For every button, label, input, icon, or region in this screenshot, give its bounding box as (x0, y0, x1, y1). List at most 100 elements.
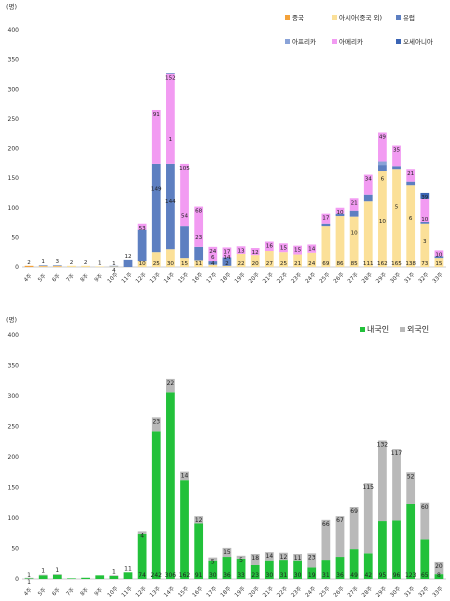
c1-data-label-16주-2: 11 (195, 261, 203, 267)
c1-bar-asia-10주 (109, 266, 119, 267)
c2-data-label-25주-0: 66 (322, 521, 330, 528)
c1-bar-europe-28주 (363, 194, 373, 202)
chart1-unit-label: (명) (6, 2, 17, 11)
c1-data-label-32주-2: 3 (423, 239, 427, 245)
c1-legend-item-africa: 아프리카 (285, 37, 316, 46)
c1-ytick-50: 50 (11, 234, 19, 241)
c1-bar-america-22주 (279, 243, 288, 253)
c1-data-label-13주-0: 91 (153, 112, 161, 118)
c2-bar-foreign-31주 (406, 472, 416, 504)
c1-bar-asia-31주 (406, 185, 416, 267)
c1-bar-america-23주 (293, 245, 302, 255)
c2-data-label-4주-0: 1 (27, 579, 31, 586)
c1-data-label-29주-1: 6 (381, 177, 385, 183)
c1-data-label-29주-0: 49 (379, 135, 387, 141)
c1-data-label-18주-1: 14 (223, 255, 231, 261)
c2-data-label-5주-0: 1 (41, 568, 45, 575)
c1-bar-america-15주 (180, 163, 189, 227)
c1-legend-label-europe: 유럽 (403, 13, 415, 22)
c1-legend-item-oceania: 오세아니아 (396, 37, 433, 46)
c2-legend-swatch-domestic (360, 327, 365, 332)
c1-ytick-200: 200 (8, 146, 20, 153)
c1-data-label-12주-0: 53 (139, 226, 147, 232)
c2-bar-foreign-29주 (378, 440, 387, 522)
c1-bar-europe-27주 (349, 210, 359, 217)
c1-data-label-31주-0: 21 (407, 171, 415, 177)
c2-data-label-14주-1: 306 (165, 572, 177, 579)
c2-data-label-18주-1: 36 (223, 572, 231, 579)
c2-bar-foreign-27주 (349, 507, 359, 550)
c1-bar-america-29주 (378, 132, 387, 162)
c1-xtick-4주: 4주 (22, 272, 33, 283)
c2-bar-domestic-10주 (109, 575, 119, 579)
c2-data-label-27주-0: 69 (350, 508, 358, 515)
c2-bar-foreign-16주 (194, 516, 204, 524)
c2-bar-foreign-13주 (151, 417, 161, 432)
c1-data-label-14주-2: 144 (165, 199, 176, 205)
c1-bar-europe-32주 (420, 221, 430, 224)
c1-data-label-17주-0: 24 (209, 249, 217, 255)
c2-data-label-24주-0: 23 (308, 554, 316, 561)
c2-data-label-22주-0: 12 (280, 554, 288, 561)
c2-data-label-17주-1: 30 (209, 572, 217, 579)
c2-bar-foreign-4주 (24, 577, 34, 579)
c2-bar-foreign-28주 (363, 483, 373, 554)
c2-bar-domestic-32주 (420, 539, 430, 579)
c2-data-label-16주-0: 12 (195, 517, 203, 524)
c1-bar-america-17주 (208, 246, 218, 262)
c1-data-label-29주-3: 162 (377, 261, 388, 267)
c1-bar-america-20주 (250, 248, 260, 256)
c1-ytick-400: 400 (8, 27, 20, 34)
c2-bar-foreign-14주 (166, 378, 175, 393)
c2-data-label-26주-1: 36 (336, 572, 344, 579)
c2-bar-domestic-11주 (123, 572, 133, 579)
chart2-y-axis: 0 50 100 150 200 250 300 350 400 (8, 332, 446, 583)
c2-data-label-25주-1: 31 (322, 572, 330, 579)
c1-data-label-20주-1: 20 (252, 261, 260, 267)
c1-legend-swatch-oceania (396, 39, 401, 44)
c1-bar-asia-20주 (250, 255, 260, 267)
c2-data-label-21주-0: 14 (266, 553, 274, 560)
c2-data-label-11주-0: 11 (124, 565, 132, 572)
c1-bar-europe-13주 (151, 163, 161, 253)
c1-legend-label-oceania: 오세아니아 (403, 37, 433, 46)
c1-bar-asia-30주 (392, 169, 401, 267)
c1-legend-swatch-america (332, 39, 337, 44)
c1-data-label-16주-0: 68 (195, 209, 203, 215)
c1-xtick-8주: 8주 (79, 272, 90, 283)
c1-data-label-30주-1: 5 (395, 204, 399, 210)
c1-data-label-9주-0: 1 (98, 260, 102, 266)
c2-legend-swatch-foreign (400, 327, 405, 332)
c2-bar-domestic-21주 (264, 560, 274, 579)
c2-legend-item-foreign: 외국인 (400, 324, 429, 334)
c2-data-label-18주-0: 15 (223, 549, 231, 556)
chart1-bars (24, 73, 444, 267)
c1-bar-asia-17주 (208, 264, 218, 267)
c1-bar-europe-16주 (194, 246, 204, 261)
c1-bar-europe-29주 (378, 165, 387, 172)
c1-bar-america-13주 (151, 109, 161, 164)
c2-data-label-4주-1: 1 (27, 572, 31, 579)
c1-bar-europe-15주 (180, 226, 189, 259)
c1-data-label-30주-0: 35 (393, 148, 401, 154)
c2-bar-foreign-23주 (293, 553, 302, 561)
c1-legend-item-china: 중국 (285, 14, 304, 22)
c1-bar-america-14주 (166, 73, 175, 164)
c2-bar-domestic-30주 (392, 520, 401, 579)
c2-bar-foreign-17주 (208, 557, 218, 561)
c2-legend-item-domestic: 내국인 (360, 324, 389, 334)
c2-xtick-5주: 5주 (37, 586, 48, 597)
c1-data-label-12주-1: 10 (139, 261, 147, 267)
c2-legend-label-foreign: 외국인 (407, 324, 429, 334)
c1-data-label-22주-1: 25 (280, 261, 288, 267)
c2-bar-domestic-31주 (406, 503, 416, 579)
chart2-bars (24, 378, 444, 579)
c1-bar-asia-16주 (194, 260, 204, 267)
c2-data-label-20주-0: 18 (251, 555, 259, 562)
c1-legend-label-africa: 아프리카 (292, 37, 316, 46)
c2-data-label-16주-1: 91 (195, 572, 203, 579)
c2-bar-foreign-5주 (38, 574, 48, 576)
c1-bar-asia-26주 (335, 216, 345, 267)
c2-ytick-50: 50 (11, 546, 19, 553)
